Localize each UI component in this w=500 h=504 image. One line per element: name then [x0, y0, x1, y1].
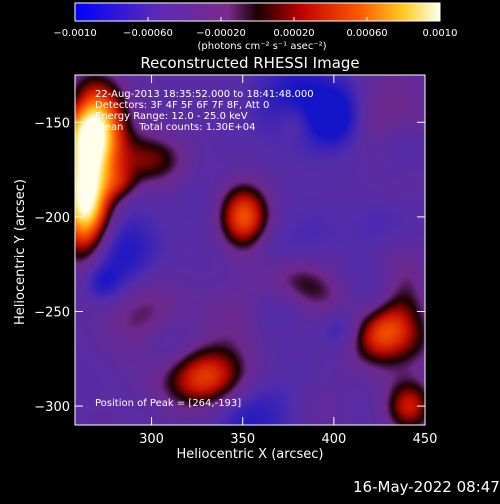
heatmap-image: [75, 75, 425, 425]
colorbar-tick-label-3: 0.00020: [273, 28, 314, 39]
x-tick-label-3: 450: [413, 432, 438, 447]
heatmap-area: [75, 75, 425, 425]
y-tick-label-1: −200: [34, 211, 70, 226]
y-tick-label-3: −300: [34, 400, 70, 415]
colorbar-frame: [74, 2, 441, 22]
colorbar-tick-label-0: −0.0010: [53, 28, 96, 39]
colorbar-tick-label-5: 0.0010: [423, 28, 458, 39]
x-tick-label-2: 400: [321, 432, 346, 447]
colorbar-unit: (photons cm⁻² s⁻¹ asec⁻²): [197, 41, 326, 52]
axis-ticks: 300 350 400 450 −150 −200 −250 −300: [34, 75, 437, 447]
y-tick-label-0: −150: [34, 116, 70, 131]
info-line-1: 22-Aug-2013 18:35:52.000 to 18:41:48.000: [95, 89, 314, 100]
peak-position: Position of Peak = [264,-193]: [95, 398, 241, 409]
chart-title: Reconstructed RHESSI Image: [140, 54, 359, 72]
info-line-3: Energy Range: 12.0 - 25.0 keV: [95, 111, 248, 122]
plot-frame: [74, 74, 426, 426]
y-axis-label: Heliocentric Y (arcsec): [13, 179, 28, 325]
colorbar-tick-label-2: −0.00020: [196, 28, 246, 39]
x-axis-label: Heliocentric X (arcsec): [177, 447, 324, 462]
timestamp: 16-May-2022 08:47: [353, 478, 500, 496]
x-tick-label-1: 350: [230, 432, 255, 447]
info-box: 22-Aug-2013 18:35:52.000 to 18:41:48.000…: [95, 89, 314, 133]
colorbar-ticks: −0.0010 −0.00060 −0.00020 0.00020 0.00060 0.0…: [53, 17, 458, 39]
info-line-2: Detectors: 3F 4F 5F 6F 7F 8F, Att 0: [95, 100, 269, 111]
colorbar-tick-label-1: −0.00060: [123, 28, 173, 39]
colorbar-tick-label-4: 0.00060: [346, 28, 387, 39]
info-line-4: Clean Total counts: 1.30E+04: [95, 122, 255, 133]
y-tick-label-2: −250: [34, 305, 70, 320]
colorbar: [75, 3, 440, 21]
x-tick-label-0: 300: [139, 432, 164, 447]
